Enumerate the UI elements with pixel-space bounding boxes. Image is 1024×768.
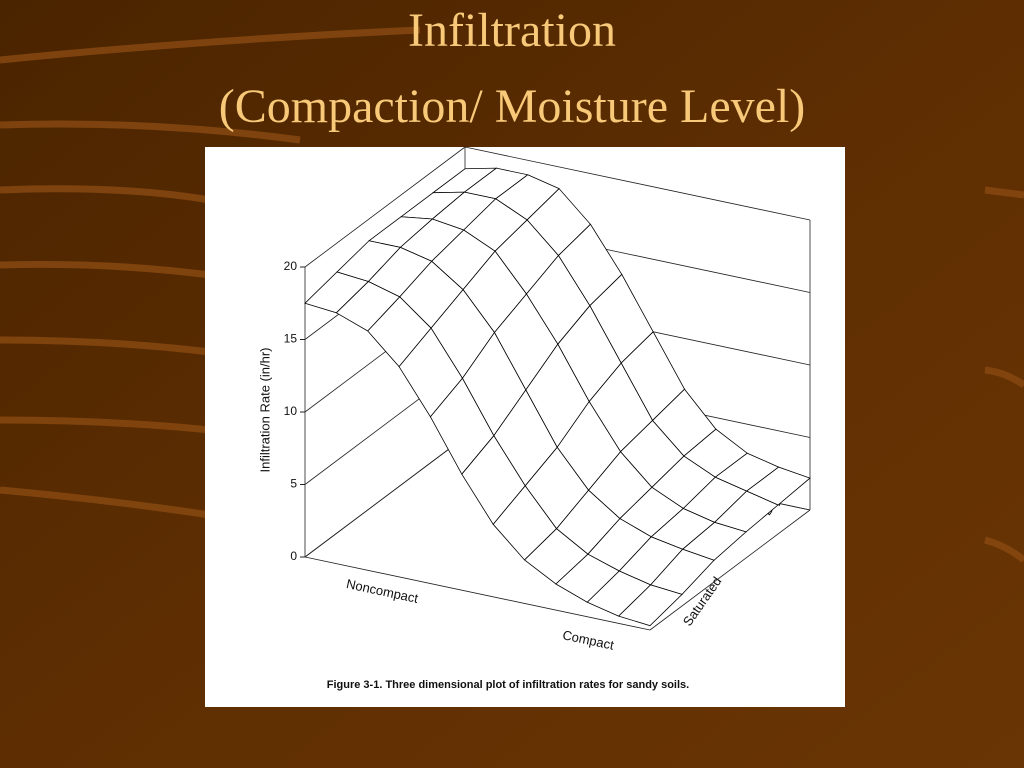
z-tick-label: 20	[284, 259, 298, 273]
z-tick-label: 0	[290, 549, 297, 563]
z-tick-label: 15	[284, 332, 298, 346]
floor-edge	[304, 556, 651, 631]
grid-line	[304, 146, 466, 268]
grid-line	[464, 146, 811, 221]
z-tick-label: 10	[284, 404, 298, 418]
z-axis-label: Infiltration Rate (in/hr)	[257, 348, 272, 473]
caption: Figure 3-1. Three dimensional plot of in…	[327, 679, 689, 691]
decor	[0, 26, 1024, 563]
z-tick-label: 5	[290, 477, 297, 491]
grid-line	[304, 436, 466, 558]
title-line: Infiltration	[408, 4, 616, 57]
surface-cell	[617, 584, 683, 627]
title-line: (Compaction/ Moisture Level)	[219, 80, 806, 133]
surface-plot: Figure 3-1. Three dimensional plot of in…	[257, 146, 811, 691]
floor-edge	[649, 509, 811, 631]
